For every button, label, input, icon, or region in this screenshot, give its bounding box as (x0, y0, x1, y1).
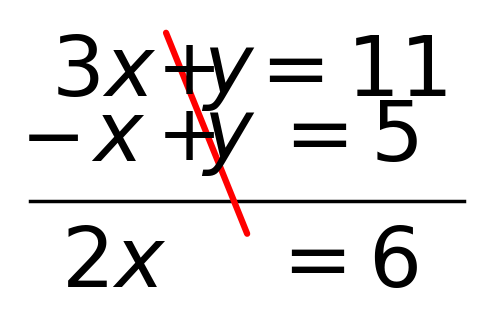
Text: $x$: $x$ (91, 98, 145, 178)
Text: $+$: $+$ (156, 100, 215, 176)
Text: $= 5$: $= 5$ (267, 98, 418, 178)
Text: $+$: $+$ (156, 34, 215, 110)
Text: $y$: $y$ (201, 98, 255, 178)
Text: $= 6$: $= 6$ (266, 223, 419, 304)
Text: $2x$: $2x$ (61, 223, 166, 304)
Text: $3x$: $3x$ (51, 31, 156, 113)
Text: $= 11$: $= 11$ (244, 31, 446, 113)
Text: $-$: $-$ (20, 100, 79, 176)
Text: $y$: $y$ (201, 31, 255, 113)
